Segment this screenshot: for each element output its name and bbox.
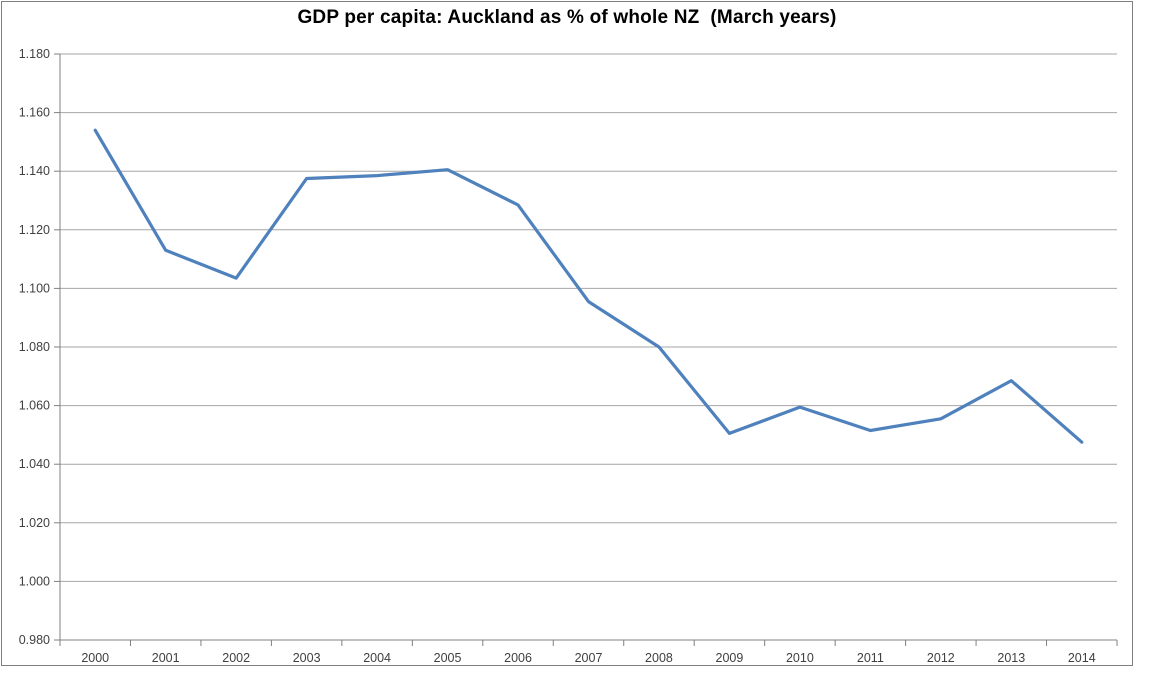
y-tick-label: 1.040 <box>19 457 50 471</box>
y-tick-label: 1.060 <box>19 399 50 413</box>
chart-border <box>1 1 1133 666</box>
x-tick-label: 2005 <box>434 651 462 665</box>
x-tick-label: 2012 <box>927 651 955 665</box>
y-tick-label: 1.160 <box>19 106 50 120</box>
y-tick-label: 1.120 <box>19 223 50 237</box>
x-tick-label: 2010 <box>786 651 814 665</box>
y-tick-label: 1.000 <box>19 574 50 588</box>
x-tick-label: 2008 <box>645 651 673 665</box>
y-tick-label: 1.020 <box>19 516 50 530</box>
chart-title: GDP per capita: Auckland as % of whole N… <box>297 7 837 28</box>
y-tick-label: 1.180 <box>19 47 50 61</box>
y-tick-label: 1.100 <box>19 281 50 295</box>
x-tick-label: 2004 <box>363 651 391 665</box>
data-series-line <box>93 128 1084 444</box>
y-tick-label: 0.980 <box>19 633 50 647</box>
y-tick-label: 1.140 <box>19 164 50 178</box>
x-tick-label: 2007 <box>575 651 603 665</box>
y-tick-label: 1.080 <box>19 340 50 354</box>
x-tick-label: 2003 <box>293 651 321 665</box>
x-tick-label: 2006 <box>504 651 532 665</box>
x-tick-label: 2011 <box>857 651 884 665</box>
x-tick-label: 2009 <box>716 651 744 665</box>
x-tick-label: 2000 <box>81 651 109 665</box>
x-tick-label: 2013 <box>997 651 1025 665</box>
x-tick-label: 2002 <box>222 651 250 665</box>
x-tick-label: 2014 <box>1068 651 1096 665</box>
x-tick-label: 2001 <box>152 651 180 665</box>
